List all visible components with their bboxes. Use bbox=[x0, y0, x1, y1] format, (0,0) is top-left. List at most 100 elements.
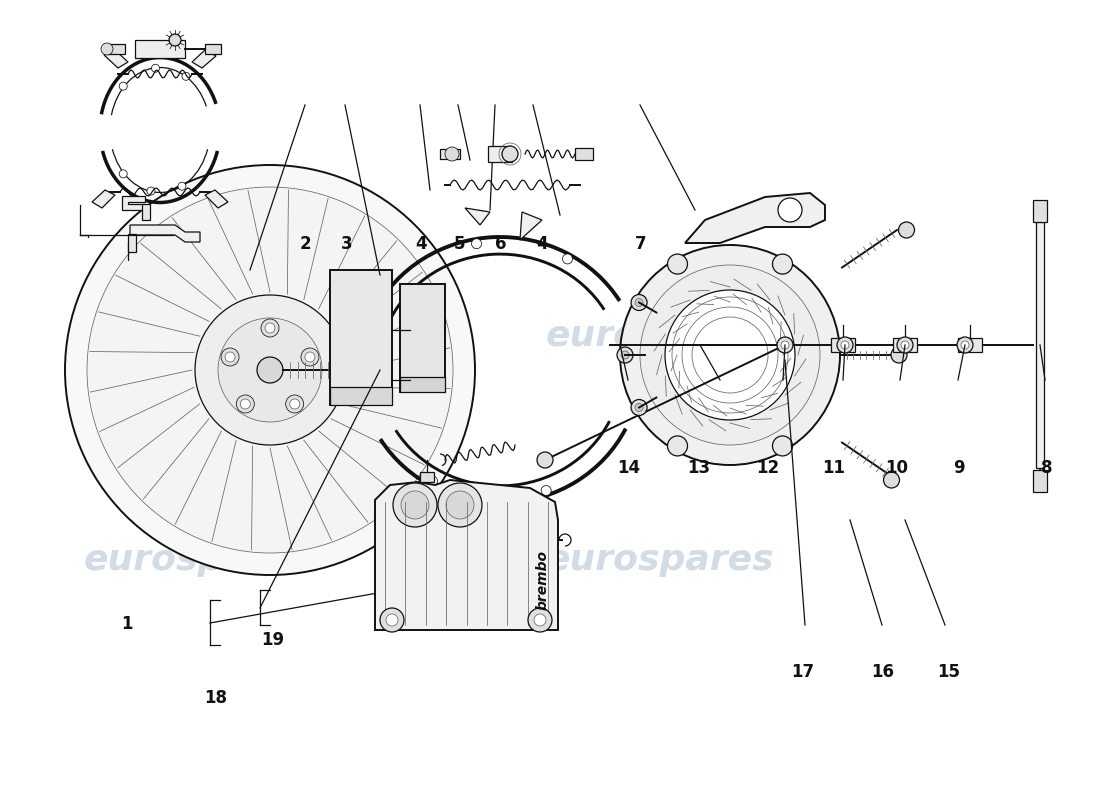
Circle shape bbox=[640, 265, 820, 445]
Text: 1: 1 bbox=[121, 615, 132, 633]
Text: 11: 11 bbox=[823, 459, 845, 477]
Circle shape bbox=[236, 395, 254, 413]
Text: 18: 18 bbox=[205, 689, 227, 706]
Bar bbox=[480, 565, 488, 583]
Text: 16: 16 bbox=[871, 663, 893, 681]
Circle shape bbox=[218, 318, 322, 422]
Circle shape bbox=[883, 472, 900, 488]
Bar bbox=[338, 361, 360, 379]
Circle shape bbox=[502, 146, 518, 162]
Circle shape bbox=[781, 341, 789, 349]
Circle shape bbox=[896, 337, 913, 353]
Text: 12: 12 bbox=[756, 459, 780, 477]
Circle shape bbox=[428, 476, 438, 486]
Circle shape bbox=[635, 298, 643, 306]
Circle shape bbox=[221, 348, 239, 366]
Text: 13: 13 bbox=[686, 459, 711, 477]
Bar bbox=[575, 148, 593, 160]
Text: eurospares: eurospares bbox=[546, 319, 774, 353]
Circle shape bbox=[668, 254, 688, 274]
Polygon shape bbox=[104, 50, 128, 68]
Circle shape bbox=[289, 399, 299, 409]
Circle shape bbox=[265, 323, 275, 333]
Text: 10: 10 bbox=[886, 459, 907, 477]
Bar bbox=[488, 146, 512, 162]
Text: 17: 17 bbox=[791, 663, 815, 681]
Circle shape bbox=[87, 187, 453, 553]
Bar bbox=[830, 338, 855, 352]
Polygon shape bbox=[192, 50, 216, 68]
Text: 5: 5 bbox=[454, 235, 465, 253]
Circle shape bbox=[101, 43, 113, 55]
Circle shape bbox=[195, 295, 345, 445]
Circle shape bbox=[666, 290, 795, 420]
Circle shape bbox=[286, 395, 304, 413]
Circle shape bbox=[446, 491, 474, 519]
Polygon shape bbox=[472, 547, 544, 567]
Text: eurospares: eurospares bbox=[546, 543, 774, 577]
Circle shape bbox=[635, 403, 643, 411]
Circle shape bbox=[305, 352, 315, 362]
Circle shape bbox=[899, 222, 914, 238]
Circle shape bbox=[957, 337, 974, 353]
Bar bbox=[440, 149, 460, 159]
Bar bbox=[128, 234, 136, 252]
Circle shape bbox=[631, 399, 647, 415]
Circle shape bbox=[778, 198, 802, 222]
Circle shape bbox=[226, 352, 235, 362]
Polygon shape bbox=[205, 190, 228, 208]
Text: 3: 3 bbox=[341, 235, 352, 253]
Circle shape bbox=[537, 452, 553, 468]
Circle shape bbox=[119, 82, 128, 90]
Bar bbox=[482, 501, 492, 523]
Circle shape bbox=[438, 483, 482, 527]
Circle shape bbox=[472, 238, 482, 249]
Circle shape bbox=[777, 337, 793, 353]
Text: 8: 8 bbox=[1042, 459, 1053, 477]
Polygon shape bbox=[465, 208, 490, 225]
Circle shape bbox=[617, 347, 632, 363]
Polygon shape bbox=[375, 480, 558, 630]
Bar bbox=[1033, 200, 1047, 222]
Bar bbox=[400, 377, 446, 392]
Bar bbox=[958, 338, 982, 352]
Circle shape bbox=[402, 491, 429, 519]
Text: 15: 15 bbox=[937, 663, 959, 681]
Circle shape bbox=[301, 348, 319, 366]
Text: 9: 9 bbox=[954, 459, 965, 477]
Text: eurospares: eurospares bbox=[84, 319, 312, 353]
Circle shape bbox=[534, 614, 546, 626]
Text: eurospares: eurospares bbox=[84, 543, 312, 577]
Polygon shape bbox=[92, 190, 116, 208]
Polygon shape bbox=[685, 193, 825, 243]
Text: 19: 19 bbox=[261, 631, 285, 649]
Circle shape bbox=[261, 319, 279, 337]
Circle shape bbox=[541, 486, 551, 495]
Circle shape bbox=[178, 182, 186, 190]
Polygon shape bbox=[520, 212, 542, 240]
Circle shape bbox=[147, 187, 155, 195]
Bar bbox=[330, 387, 392, 405]
Text: 6: 6 bbox=[495, 235, 506, 253]
Text: 4: 4 bbox=[537, 235, 548, 253]
Bar bbox=[205, 44, 221, 54]
Circle shape bbox=[169, 34, 182, 46]
Circle shape bbox=[837, 337, 852, 353]
Bar bbox=[1036, 222, 1044, 468]
Polygon shape bbox=[515, 505, 535, 520]
Polygon shape bbox=[130, 225, 200, 242]
Circle shape bbox=[842, 341, 849, 349]
Circle shape bbox=[257, 357, 283, 383]
Polygon shape bbox=[465, 505, 485, 520]
Circle shape bbox=[528, 608, 552, 632]
Polygon shape bbox=[122, 196, 145, 210]
Text: 7: 7 bbox=[635, 235, 646, 253]
Circle shape bbox=[379, 608, 404, 632]
Circle shape bbox=[182, 72, 190, 80]
Polygon shape bbox=[468, 527, 495, 543]
Circle shape bbox=[772, 436, 792, 456]
Circle shape bbox=[393, 483, 437, 527]
Circle shape bbox=[386, 614, 398, 626]
Circle shape bbox=[891, 347, 908, 363]
Circle shape bbox=[620, 245, 840, 465]
